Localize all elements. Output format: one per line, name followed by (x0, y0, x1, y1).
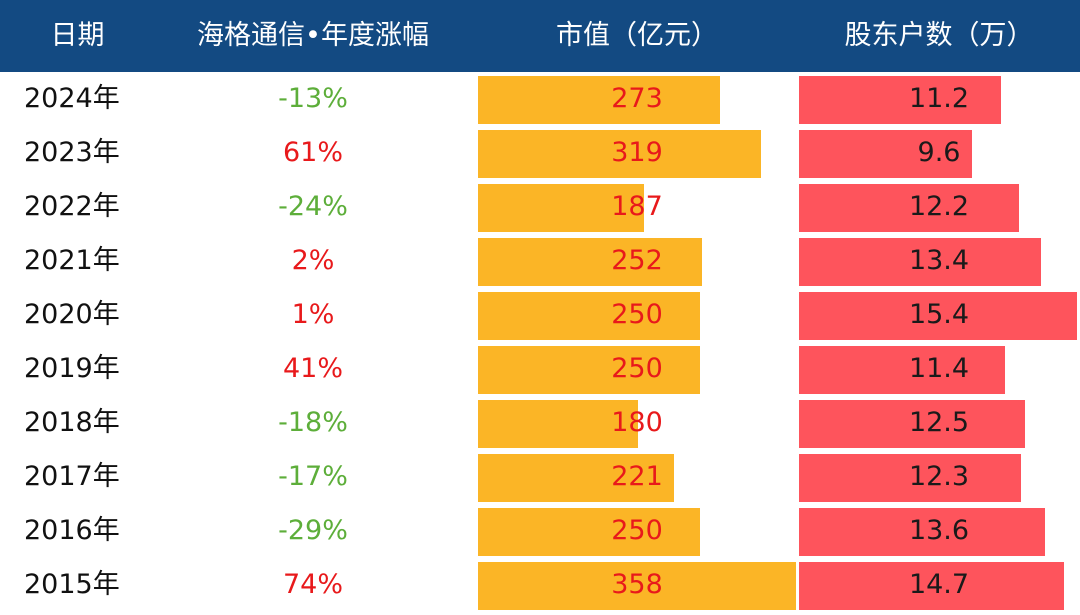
table-row: 2017年 -17% 221 12.3 (0, 450, 1080, 504)
shareholders-value: 12.3 (908, 461, 970, 492)
annual-change-value: -29% (278, 515, 348, 546)
table-row: 2021年 2% 252 13.4 (0, 234, 1080, 288)
header-mcap: 市值（亿元） (556, 20, 718, 51)
date-label: 2021年 (24, 245, 120, 276)
market-cap-value: 187 (611, 191, 663, 222)
annual-change-value: 74% (282, 569, 343, 600)
annual-change-value: 2% (291, 245, 335, 276)
shareholders-value: 12.2 (908, 191, 970, 222)
annual-change-value: 1% (291, 299, 335, 330)
shareholders-value: 11.2 (908, 83, 970, 114)
market-cap-bar (478, 130, 761, 178)
shareholders-value: 12.5 (908, 407, 970, 438)
market-cap-bar (478, 76, 720, 124)
date-label: 2024年 (24, 83, 120, 114)
table-row: 2018年 -18% 180 12.5 (0, 396, 1080, 450)
date-label: 2015年 (24, 569, 120, 600)
shareholders-bar (799, 130, 972, 178)
shareholders-value: 15.4 (908, 299, 970, 330)
annual-change-value: -17% (278, 461, 348, 492)
market-cap-bar (478, 238, 702, 286)
date-label: 2017年 (24, 461, 120, 492)
shareholders-bar (799, 508, 1045, 556)
date-label: 2023年 (24, 137, 120, 168)
shareholders-value: 9.6 (917, 137, 961, 168)
shareholders-bar (799, 184, 1019, 232)
market-cap-bar (478, 184, 644, 232)
market-cap-value: 250 (611, 299, 663, 330)
market-cap-value: 250 (611, 515, 663, 546)
shareholders-value: 11.4 (908, 353, 970, 384)
market-cap-value: 273 (611, 83, 663, 114)
date-label: 2022年 (24, 191, 120, 222)
market-cap-value: 250 (611, 353, 663, 384)
shareholders-bar (799, 346, 1005, 394)
table-row: 2022年 -24% 187 12.2 (0, 180, 1080, 234)
market-cap-bar (478, 508, 700, 556)
annual-change-value: -24% (278, 191, 348, 222)
date-label: 2018年 (24, 407, 120, 438)
header-holders: 股东户数（万） (844, 20, 1034, 51)
shareholders-value: 13.4 (908, 245, 970, 276)
table-row: 2023年 61% 319 9.6 (0, 126, 1080, 180)
date-label: 2016年 (24, 515, 120, 546)
table-row: 2019年 41% 250 11.4 (0, 342, 1080, 396)
shareholders-value: 14.7 (908, 569, 970, 600)
shareholders-bar (799, 76, 1001, 124)
table-row: 2020年 1% 250 15.4 (0, 288, 1080, 342)
market-cap-bar (478, 292, 700, 340)
market-cap-value: 319 (611, 137, 663, 168)
table-row: 2015年 74% 358 14.7 (0, 558, 1080, 612)
market-cap-bar (478, 562, 796, 610)
date-label: 2020年 (24, 299, 120, 330)
table-row: 2024年 -13% 273 11.2 (0, 72, 1080, 126)
annual-change-value: 41% (282, 353, 343, 384)
annual-change-value: -13% (278, 83, 348, 114)
market-cap-bar (478, 400, 638, 448)
market-cap-bar (478, 346, 700, 394)
market-cap-value: 180 (611, 407, 663, 438)
market-cap-bar (478, 454, 674, 502)
shareholders-bar (799, 238, 1041, 286)
market-cap-value: 221 (611, 461, 663, 492)
table-row: 2016年 -29% 250 13.6 (0, 504, 1080, 558)
shareholders-value: 13.6 (908, 515, 970, 546)
header-date: 日期 (50, 20, 105, 51)
date-label: 2019年 (24, 353, 120, 384)
market-cap-value: 358 (611, 569, 663, 600)
shareholders-bar (799, 400, 1025, 448)
annual-change-value: -18% (278, 407, 348, 438)
annual-change-value: 61% (282, 137, 343, 168)
market-cap-value: 252 (611, 245, 663, 276)
header-change: 海格通信•年度涨幅 (197, 20, 429, 51)
shareholders-bar (799, 454, 1021, 502)
table-header: 日期 海格通信•年度涨幅 市值（亿元） 股东户数（万） (0, 0, 1080, 72)
shareholders-bar (799, 562, 1064, 610)
shareholders-bar (799, 292, 1077, 340)
